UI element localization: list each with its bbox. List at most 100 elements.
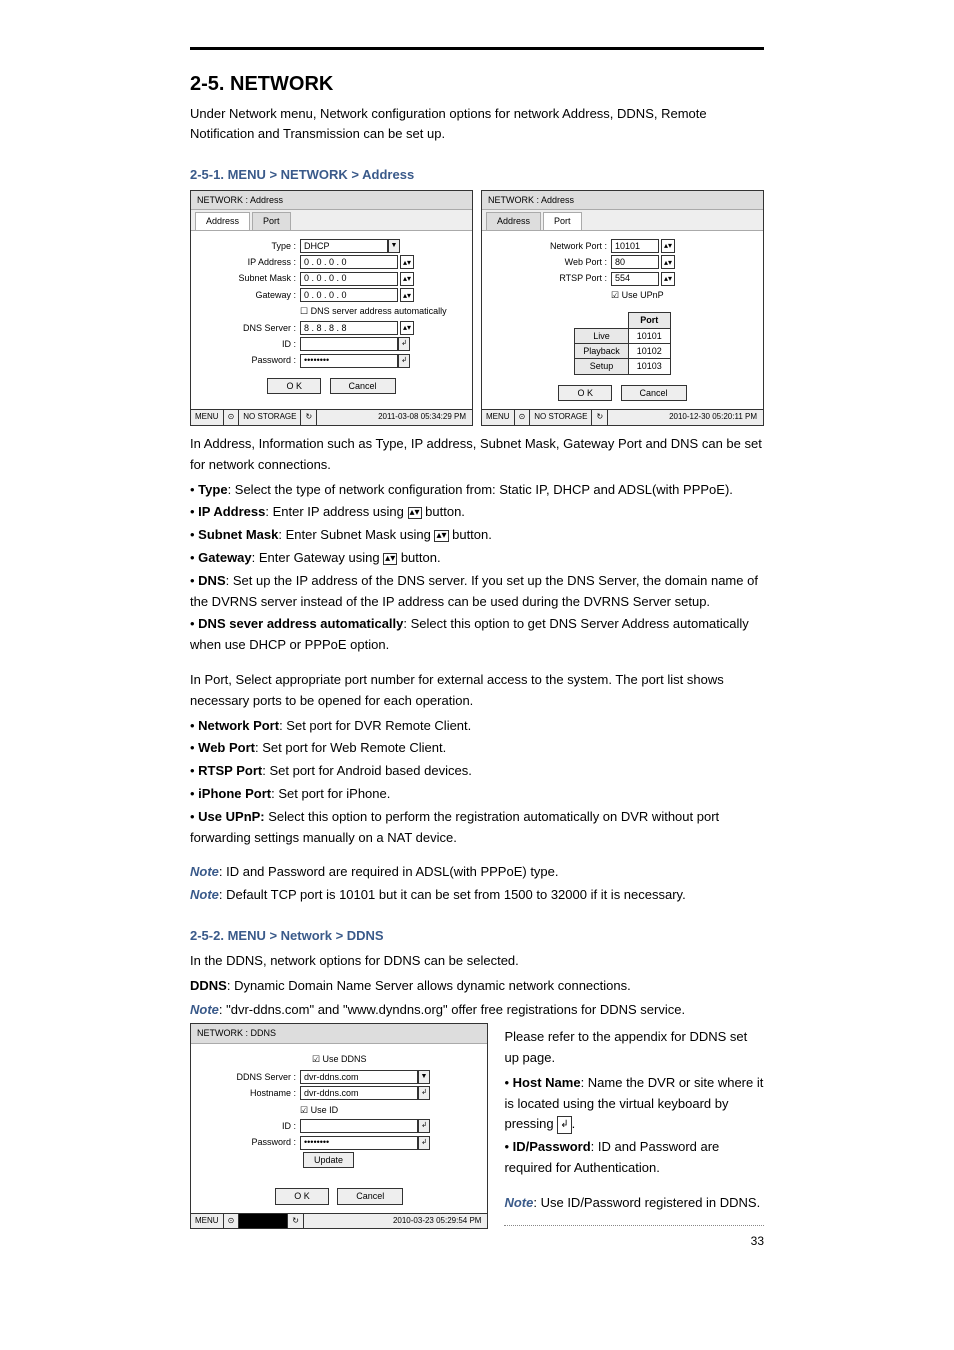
update-button[interactable]: Update: [303, 1152, 354, 1168]
ddns-line1: In the DDNS, network options for DDNS ca…: [190, 951, 764, 972]
port-tab-screenshot: NETWORK : Address Address Port Network P…: [481, 190, 764, 426]
enter-icon[interactable]: ↲: [418, 1119, 430, 1133]
type-select[interactable]: DHCP: [300, 239, 388, 253]
disc-icon: ⊙: [515, 410, 531, 425]
enter-icon: ↲: [557, 1116, 571, 1134]
subnet-input[interactable]: 0 . 0 . 0 . 0: [300, 272, 398, 286]
disc-icon: ⊙: [224, 1214, 240, 1229]
ddns-line2: DDNS: Dynamic Domain Name Server allows …: [190, 976, 764, 997]
storage-bar: [239, 1214, 288, 1229]
pw-input[interactable]: ••••••••: [300, 1136, 418, 1150]
bullet-iphone: • iPhone Port: Set port for iPhone.: [190, 784, 764, 805]
spinner-icon[interactable]: ▴▾: [400, 321, 414, 335]
ddns-server-input[interactable]: dvr-ddns.com: [300, 1070, 418, 1084]
datetime-status: 2011-03-08 05:34:29 PM: [317, 410, 472, 425]
webport-input[interactable]: 80: [611, 255, 659, 269]
pw-label: Password :: [201, 353, 300, 367]
webport-label: Web Port :: [492, 255, 611, 269]
bullet-hostname: • Host Name: Name the DVR or site where …: [504, 1073, 764, 1135]
gateway-input[interactable]: 0 . 0 . 0 . 0: [300, 288, 398, 302]
netport-label: Network Port :: [492, 239, 611, 253]
table-cell: 10101: [628, 328, 670, 343]
tab-address[interactable]: Address: [195, 212, 250, 229]
ip-label: IP Address :: [201, 255, 300, 269]
spinner-icon[interactable]: ▴▾: [400, 272, 414, 286]
dns-input[interactable]: 8 . 8 . 8 . 8: [300, 321, 398, 335]
cancel-button[interactable]: Cancel: [337, 1188, 403, 1204]
section-2-title: 2-5-2. MENU > Network > DDNS: [190, 926, 764, 947]
port-table: Port Live10101 Playback10102 Setup10103: [574, 312, 671, 375]
id-input[interactable]: [300, 1119, 418, 1133]
chevron-down-icon[interactable]: ▼: [418, 1070, 430, 1084]
rtspport-label: RTSP Port :: [492, 271, 611, 285]
ok-button[interactable]: O K: [267, 378, 321, 394]
bullet-ip: • IP Address: Enter IP address using ▴▾ …: [190, 502, 764, 523]
tab-address[interactable]: Address: [486, 212, 541, 229]
subnet-label: Subnet Mask :: [201, 271, 300, 285]
hostname-input[interactable]: dvr-ddns.com: [300, 1086, 418, 1100]
spinner-icon[interactable]: ▴▾: [661, 255, 675, 269]
bullet-rtsp: • RTSP Port: Set port for Android based …: [190, 761, 764, 782]
enter-icon[interactable]: ↲: [398, 337, 410, 351]
datetime-status: 2010-12-30 05:20:11 PM: [608, 410, 763, 425]
type-label: Type :: [201, 239, 300, 253]
id-label: ID :: [201, 1119, 300, 1133]
pw-label: Password :: [201, 1135, 300, 1149]
menu-status: MENU: [482, 410, 515, 425]
bullet-upnp: • Use UPnP: Select this option to perfor…: [190, 807, 764, 849]
ddns-note: Note: Use ID/Password registered in DDNS…: [504, 1193, 764, 1214]
ok-button[interactable]: O K: [275, 1188, 329, 1204]
window-title: NETWORK : Address: [191, 191, 472, 210]
chevron-down-icon[interactable]: ▼: [388, 239, 400, 253]
tab-port[interactable]: Port: [543, 212, 582, 229]
top-rule: [190, 47, 764, 50]
port-header: Port: [628, 313, 670, 328]
window-title: NETWORK : DDNS: [191, 1024, 487, 1043]
use-ddns-checkbox[interactable]: ☑ Use DDNS: [201, 1052, 477, 1066]
spinner-icon[interactable]: ▴▾: [400, 255, 414, 269]
spinner-icon[interactable]: ▴▾: [661, 272, 675, 286]
port-paragraph: In Port, Select appropriate port number …: [190, 670, 764, 712]
bullet-webport: • Web Port: Set port for Web Remote Clie…: [190, 738, 764, 759]
enter-icon[interactable]: ↲: [418, 1136, 430, 1150]
cancel-button[interactable]: Cancel: [330, 378, 396, 394]
storage-status: NO STORAGE: [239, 410, 301, 425]
storage-status: NO STORAGE: [530, 410, 592, 425]
pw-input[interactable]: ••••••••: [300, 354, 398, 368]
upnp-label: Use UPnP: [622, 290, 664, 300]
spinner-icon[interactable]: ▴▾: [400, 288, 414, 302]
enter-icon[interactable]: ↲: [398, 354, 410, 368]
spinner-icon: ▴▾: [383, 553, 397, 565]
hostname-label: Hostname :: [201, 1086, 300, 1100]
dns-auto-checkbox[interactable]: ☐ DNS server address automatically: [300, 304, 447, 318]
bullet-type: • Type: Select the type of network confi…: [190, 480, 764, 501]
enter-icon[interactable]: ↲: [418, 1086, 430, 1100]
bullet-dns: • DNS: Set up the IP address of the DNS …: [190, 571, 764, 613]
address-tab-screenshot: NETWORK : Address Address Port Type :DHC…: [190, 190, 473, 426]
refresh-icon: ↻: [592, 410, 608, 425]
menu-status: MENU: [191, 1214, 224, 1229]
ip-input[interactable]: 0 . 0 . 0 . 0: [300, 255, 398, 269]
table-cell: 10102: [628, 344, 670, 359]
dns-auto-label: DNS server address automatically: [311, 306, 447, 316]
spinner-icon[interactable]: ▴▾: [661, 239, 675, 253]
tab-port[interactable]: Port: [252, 212, 291, 229]
id-input[interactable]: [300, 337, 398, 351]
rtspport-input[interactable]: 554: [611, 272, 659, 286]
upnp-checkbox[interactable]: ☑ Use UPnP: [611, 288, 664, 302]
spinner-icon: ▴▾: [434, 530, 448, 542]
address-paragraph: In Address, Information such as Type, IP…: [190, 434, 764, 476]
cancel-button[interactable]: Cancel: [621, 385, 687, 401]
bullet-subnet: • Subnet Mask: Enter Subnet Mask using ▴…: [190, 525, 764, 546]
refresh-icon: ↻: [288, 1214, 304, 1229]
disc-icon: ⊙: [224, 410, 240, 425]
gateway-label: Gateway :: [201, 288, 300, 302]
note-2: Note: Default TCP port is 10101 but it c…: [190, 885, 764, 906]
use-id-checkbox[interactable]: ☑ Use ID: [300, 1103, 338, 1117]
ddns-line3: Note: "dvr-ddns.com" and "www.dyndns.org…: [190, 1000, 764, 1021]
window-title: NETWORK : Address: [482, 191, 763, 210]
netport-input[interactable]: 10101: [611, 239, 659, 253]
note-1: Note: ID and Password are required in AD…: [190, 862, 764, 883]
ok-button[interactable]: O K: [558, 385, 612, 401]
intro-text: Under Network menu, Network configuratio…: [190, 104, 764, 146]
